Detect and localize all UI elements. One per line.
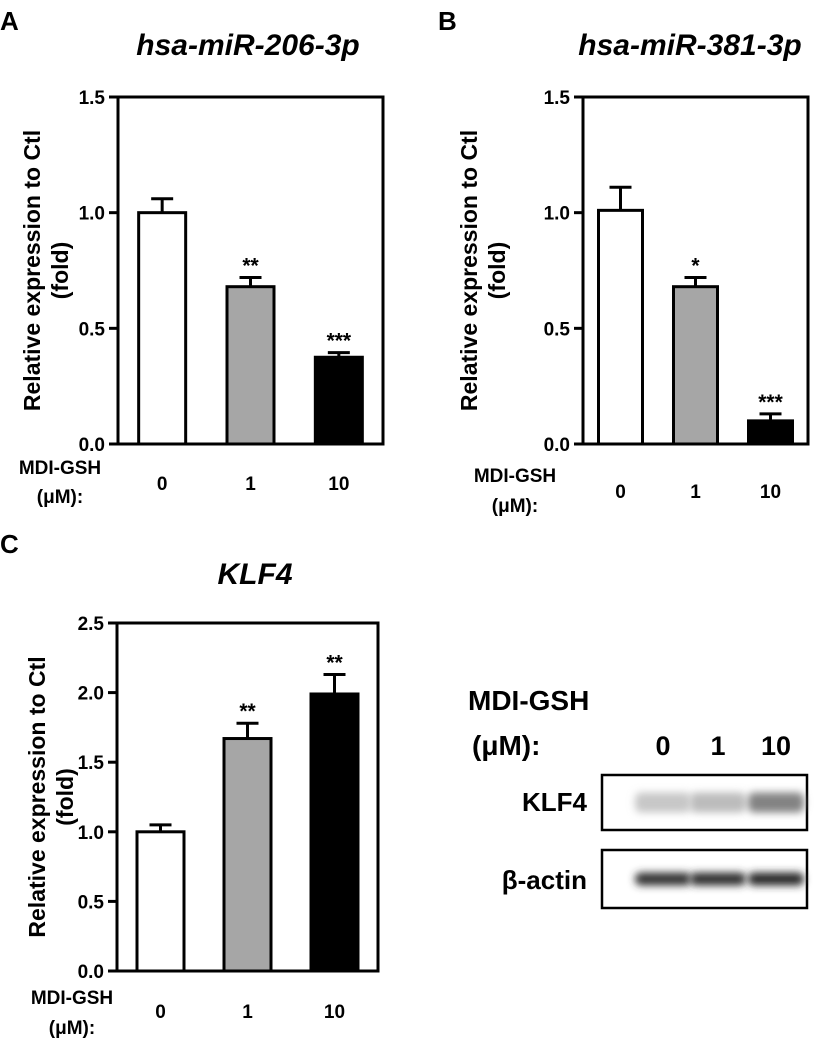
y-axis-label-line: (fold) xyxy=(52,768,78,825)
blot-row-label: KLF4 xyxy=(522,787,588,817)
y-axis-label-line: Relative expression to Ctl xyxy=(456,130,482,411)
y-tick-label: 1.0 xyxy=(78,823,104,844)
x-condition-label: MDI-GSH xyxy=(31,988,113,1009)
bar xyxy=(747,419,794,446)
x-tick-label: 0 xyxy=(615,482,626,503)
blot-band xyxy=(635,872,691,886)
y-axis-label-line: Relative expression to Ctl xyxy=(19,130,45,411)
y-tick-label: 2.5 xyxy=(78,614,105,635)
blot-band xyxy=(690,872,746,886)
y-tick-label: 1.0 xyxy=(79,204,105,225)
western-blot: MDI-GSH (μM): 0 1 10 KLF4 β-actin xyxy=(468,685,809,910)
y-tick-label: 0.5 xyxy=(544,319,571,340)
bar xyxy=(313,355,364,446)
panel-letter: A xyxy=(0,6,19,36)
bar xyxy=(222,737,273,973)
y-tick-label: 0.0 xyxy=(78,962,104,983)
blot-lane-label: 0 xyxy=(655,731,670,761)
blot-rows: KLF4 β-actin xyxy=(502,773,809,910)
x-tick-label: 1 xyxy=(242,1002,253,1023)
y-axis-label: Relative expression to Ctl(fold) xyxy=(24,656,78,937)
significance-marker: * xyxy=(691,254,700,277)
x-condition-unit: (μM): xyxy=(492,496,538,517)
x-tick-label: 1 xyxy=(690,482,701,503)
bar xyxy=(225,285,276,446)
blot-header-unit: (μM): xyxy=(472,730,540,761)
panel-letter: B xyxy=(438,6,457,36)
y-axis-label-line: Relative expression to Ctl xyxy=(24,656,50,937)
x-condition-label: MDI-GSH xyxy=(474,466,556,487)
chart-marks: 0.0 0.5 1.0 1.5 Relative expression to Ctl(f… xyxy=(19,88,385,508)
y-axis-label: Relative expression to Ctl(fold) xyxy=(19,130,73,411)
y-tick-label: 1.5 xyxy=(544,88,571,109)
bar xyxy=(137,211,188,446)
significance-marker: ** xyxy=(326,652,343,675)
panel-b: B hsa-miR-381-3p 0.0 0.5 1.0 1.5 Relative ex… xyxy=(438,6,810,517)
blot-band xyxy=(690,792,746,813)
blot-header: MDI-GSH xyxy=(468,685,589,716)
x-tick-label: 0 xyxy=(157,474,168,495)
y-tick-label: 2.0 xyxy=(78,684,104,705)
significance-marker: *** xyxy=(758,391,783,414)
significance-marker: ** xyxy=(239,700,256,723)
panel-letter: C xyxy=(0,529,19,559)
y-tick-label: 1.5 xyxy=(78,753,105,774)
significance-marker: ** xyxy=(242,254,259,277)
blot-lane-labels: 0 1 10 xyxy=(655,731,791,761)
chart-title: KLF4 xyxy=(218,558,293,591)
x-tick-label: 10 xyxy=(324,1002,345,1023)
x-tick-label: 10 xyxy=(760,482,781,503)
significance-marker: *** xyxy=(327,330,352,353)
x-condition-unit: (μM): xyxy=(37,487,83,508)
y-tick-label: 0.0 xyxy=(79,435,105,456)
bar xyxy=(597,208,644,446)
y-tick-label: 1.0 xyxy=(544,204,570,225)
y-tick-label: 0.0 xyxy=(544,435,570,456)
x-tick-label: 10 xyxy=(328,474,349,495)
chart-marks: 0.0 0.5 1.0 1.5 Relative expression to Ctl(f… xyxy=(456,88,810,517)
blot-band xyxy=(748,792,804,813)
panel-a: A hsa-miR-206-3p 0.0 0.5 1.0 1.5 Relative ex… xyxy=(0,6,385,508)
y-tick-label: 0.5 xyxy=(79,319,106,340)
bar xyxy=(309,692,360,973)
x-tick-label: 0 xyxy=(155,1002,166,1023)
blot-row-label: β-actin xyxy=(502,865,587,895)
chart-title: hsa-miR-381-3p xyxy=(578,29,801,62)
y-axis-label-line: (fold) xyxy=(484,242,510,299)
blot-band xyxy=(748,872,804,886)
x-condition-unit: (μM): xyxy=(49,1018,95,1039)
bar xyxy=(672,285,719,446)
blot-lane-label: 1 xyxy=(710,731,725,761)
y-axis-label-line: (fold) xyxy=(47,242,73,299)
chart-title: hsa-miR-206-3p xyxy=(136,29,359,62)
x-condition-label: MDI-GSH xyxy=(19,458,101,479)
x-tick-label: 1 xyxy=(245,474,256,495)
y-axis-label: Relative expression to Ctl(fold) xyxy=(456,130,510,411)
y-tick-label: 0.5 xyxy=(78,892,105,913)
blot-band xyxy=(635,792,691,813)
bar xyxy=(135,830,186,973)
blot-lane-label: 10 xyxy=(761,731,791,761)
y-tick-label: 1.5 xyxy=(79,88,106,109)
